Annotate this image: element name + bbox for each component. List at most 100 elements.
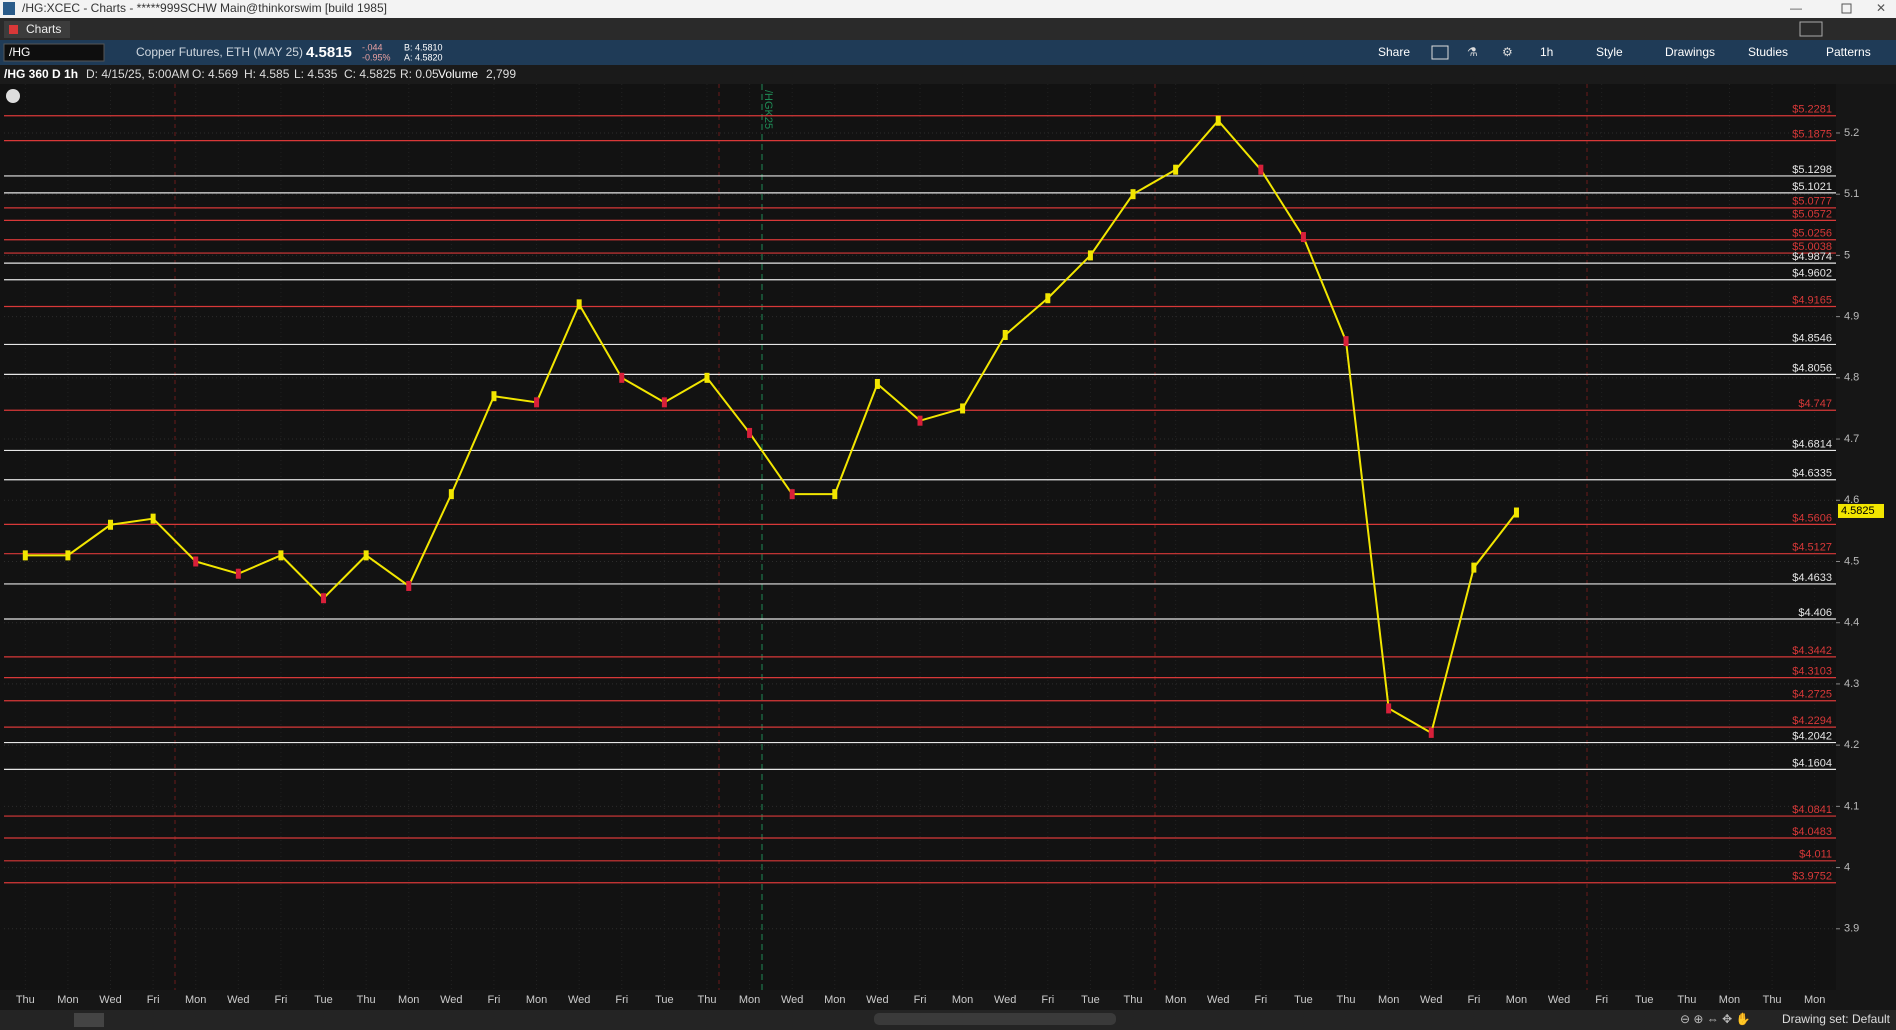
x-tick-label: Tue <box>314 994 333 1006</box>
settings-button[interactable]: ⚙ <box>1502 45 1513 59</box>
toolbar-button[interactable]: Style <box>1596 45 1623 59</box>
bar-open: O: 4.569 <box>192 67 238 81</box>
bar-high: H: 4.585 <box>244 67 290 81</box>
price-point <box>747 427 753 438</box>
price-point <box>406 580 412 591</box>
price-point <box>1428 727 1434 738</box>
price-point <box>1258 164 1264 175</box>
flask-button[interactable]: ⚗ <box>1467 45 1478 59</box>
price-point <box>960 403 966 414</box>
price-level-label: $4.6335 <box>1792 468 1832 480</box>
minimize-button[interactable]: — <box>1790 1 1802 15</box>
toolbar-button[interactable]: Patterns <box>1826 45 1871 59</box>
price-level-label: $4.5127 <box>1792 542 1832 554</box>
y-tick-label: 4.2 <box>1844 739 1859 751</box>
plot-area <box>0 84 1836 990</box>
price-level-label: $4.0841 <box>1792 804 1832 816</box>
price-point <box>363 550 369 561</box>
x-tick-label: Fri <box>1041 994 1054 1006</box>
price-level-label: $4.2725 <box>1792 689 1832 701</box>
x-tick-label: Thu <box>1124 994 1143 1006</box>
y-tick-label: 4.1 <box>1844 800 1859 812</box>
x-tick-label: Wed <box>227 994 249 1006</box>
x-tick-label: Fri <box>1254 994 1267 1006</box>
price-point <box>789 489 795 500</box>
x-tick-label: Mon <box>1719 994 1740 1006</box>
x-tick-label: Fri <box>147 994 160 1006</box>
price-point <box>1471 562 1477 573</box>
last-price: 4.5815 <box>306 44 352 61</box>
bar-range: R: 0.05 <box>400 67 439 81</box>
symbol-box[interactable] <box>3 43 105 62</box>
price-point <box>1300 232 1306 243</box>
toolbar-button[interactable]: Studies <box>1748 45 1788 59</box>
price-point <box>917 415 923 426</box>
layout-button[interactable] <box>1431 45 1449 60</box>
volume-label: Volume <box>438 67 478 81</box>
price-point <box>704 372 710 383</box>
price-level-label: $4.406 <box>1798 607 1832 619</box>
toolbar-button[interactable]: Share <box>1378 45 1410 59</box>
x-tick-label: Thu <box>357 994 376 1006</box>
alert-icon[interactable] <box>6 89 20 103</box>
y-tick-label: 4 <box>1844 861 1850 873</box>
price-level-label: $4.8546 <box>1792 332 1832 344</box>
price-level-label: $5.2281 <box>1792 104 1832 116</box>
current-price-label: 4.5825 <box>1841 505 1875 517</box>
y-tick-label: 5 <box>1844 249 1850 261</box>
x-tick-label: Mon <box>824 994 845 1006</box>
x-tick-label: Wed <box>1207 994 1229 1006</box>
price-level-label: $4.5606 <box>1792 512 1832 524</box>
toolbar-button[interactable]: 1h <box>1540 45 1553 59</box>
price-point <box>1130 189 1136 200</box>
scrollbar[interactable] <box>874 1013 1116 1025</box>
x-tick-label: Mon <box>1804 994 1825 1006</box>
price-point <box>65 550 71 561</box>
x-tick-label: Mon <box>739 994 760 1006</box>
close-button[interactable]: ✕ <box>1876 1 1886 15</box>
bar-close: C: 4.5825 <box>344 67 396 81</box>
price-point <box>1173 164 1179 175</box>
current-price-box <box>1838 503 1884 518</box>
price-point <box>1513 507 1519 518</box>
toolbar-button[interactable]: Drawings <box>1665 45 1715 59</box>
y-tick-label: 4.7 <box>1844 433 1859 445</box>
x-tick-label: Fri <box>1595 994 1608 1006</box>
y-tick-label: 4.6 <box>1844 494 1859 506</box>
charts-tab[interactable] <box>4 21 70 38</box>
price-level-label: $4.9165 <box>1792 294 1832 306</box>
plot: /HGK25 3.9 4 4.1 4.2 4.3 4.4 4.5 4.6 4.7 4.8 4.9 5 5.… <box>4 84 1884 1006</box>
price-level-label: $3.9752 <box>1792 871 1832 883</box>
x-tick-label: Fri <box>615 994 628 1006</box>
price-level-label: $4.6814 <box>1792 438 1832 450</box>
maximize-button[interactable] <box>1841 3 1852 14</box>
zoom-controls[interactable]: ⊖ ⊕ ⇔ ✥ ✋ <box>1680 1012 1750 1026</box>
price-point <box>576 299 582 310</box>
price-point <box>321 593 327 604</box>
x-tick-label: Mon <box>1506 994 1527 1006</box>
drawing-set: Drawing set: Default <box>1782 1012 1891 1026</box>
x-tick-label: Wed <box>99 994 121 1006</box>
x-tick-label: Mon <box>952 994 973 1006</box>
bid: B: 4.5810 <box>404 42 443 52</box>
net-change: -.044 <box>362 42 383 52</box>
y-tick-label: 5.2 <box>1844 127 1859 139</box>
x-tick-label: Wed <box>781 994 803 1006</box>
app-icon <box>3 2 15 15</box>
price-level-label: $4.0483 <box>1792 826 1832 838</box>
price-axis <box>1836 84 1896 990</box>
tab-icon <box>9 25 18 34</box>
x-tick-label: Thu <box>697 994 716 1006</box>
x-tick-label: Mon <box>185 994 206 1006</box>
price-point <box>491 391 497 402</box>
price-point <box>619 372 625 383</box>
x-tick-label: Wed <box>1420 994 1442 1006</box>
price-level-label: $4.9602 <box>1792 268 1832 280</box>
tab-bar <box>0 18 1896 40</box>
collapse-button[interactable] <box>74 1013 104 1027</box>
x-tick-label: Thu <box>1763 994 1782 1006</box>
price-level-label: $5.1298 <box>1792 164 1832 176</box>
detach-button[interactable] <box>1799 21 1823 37</box>
y-tick-label: 4.8 <box>1844 372 1859 384</box>
